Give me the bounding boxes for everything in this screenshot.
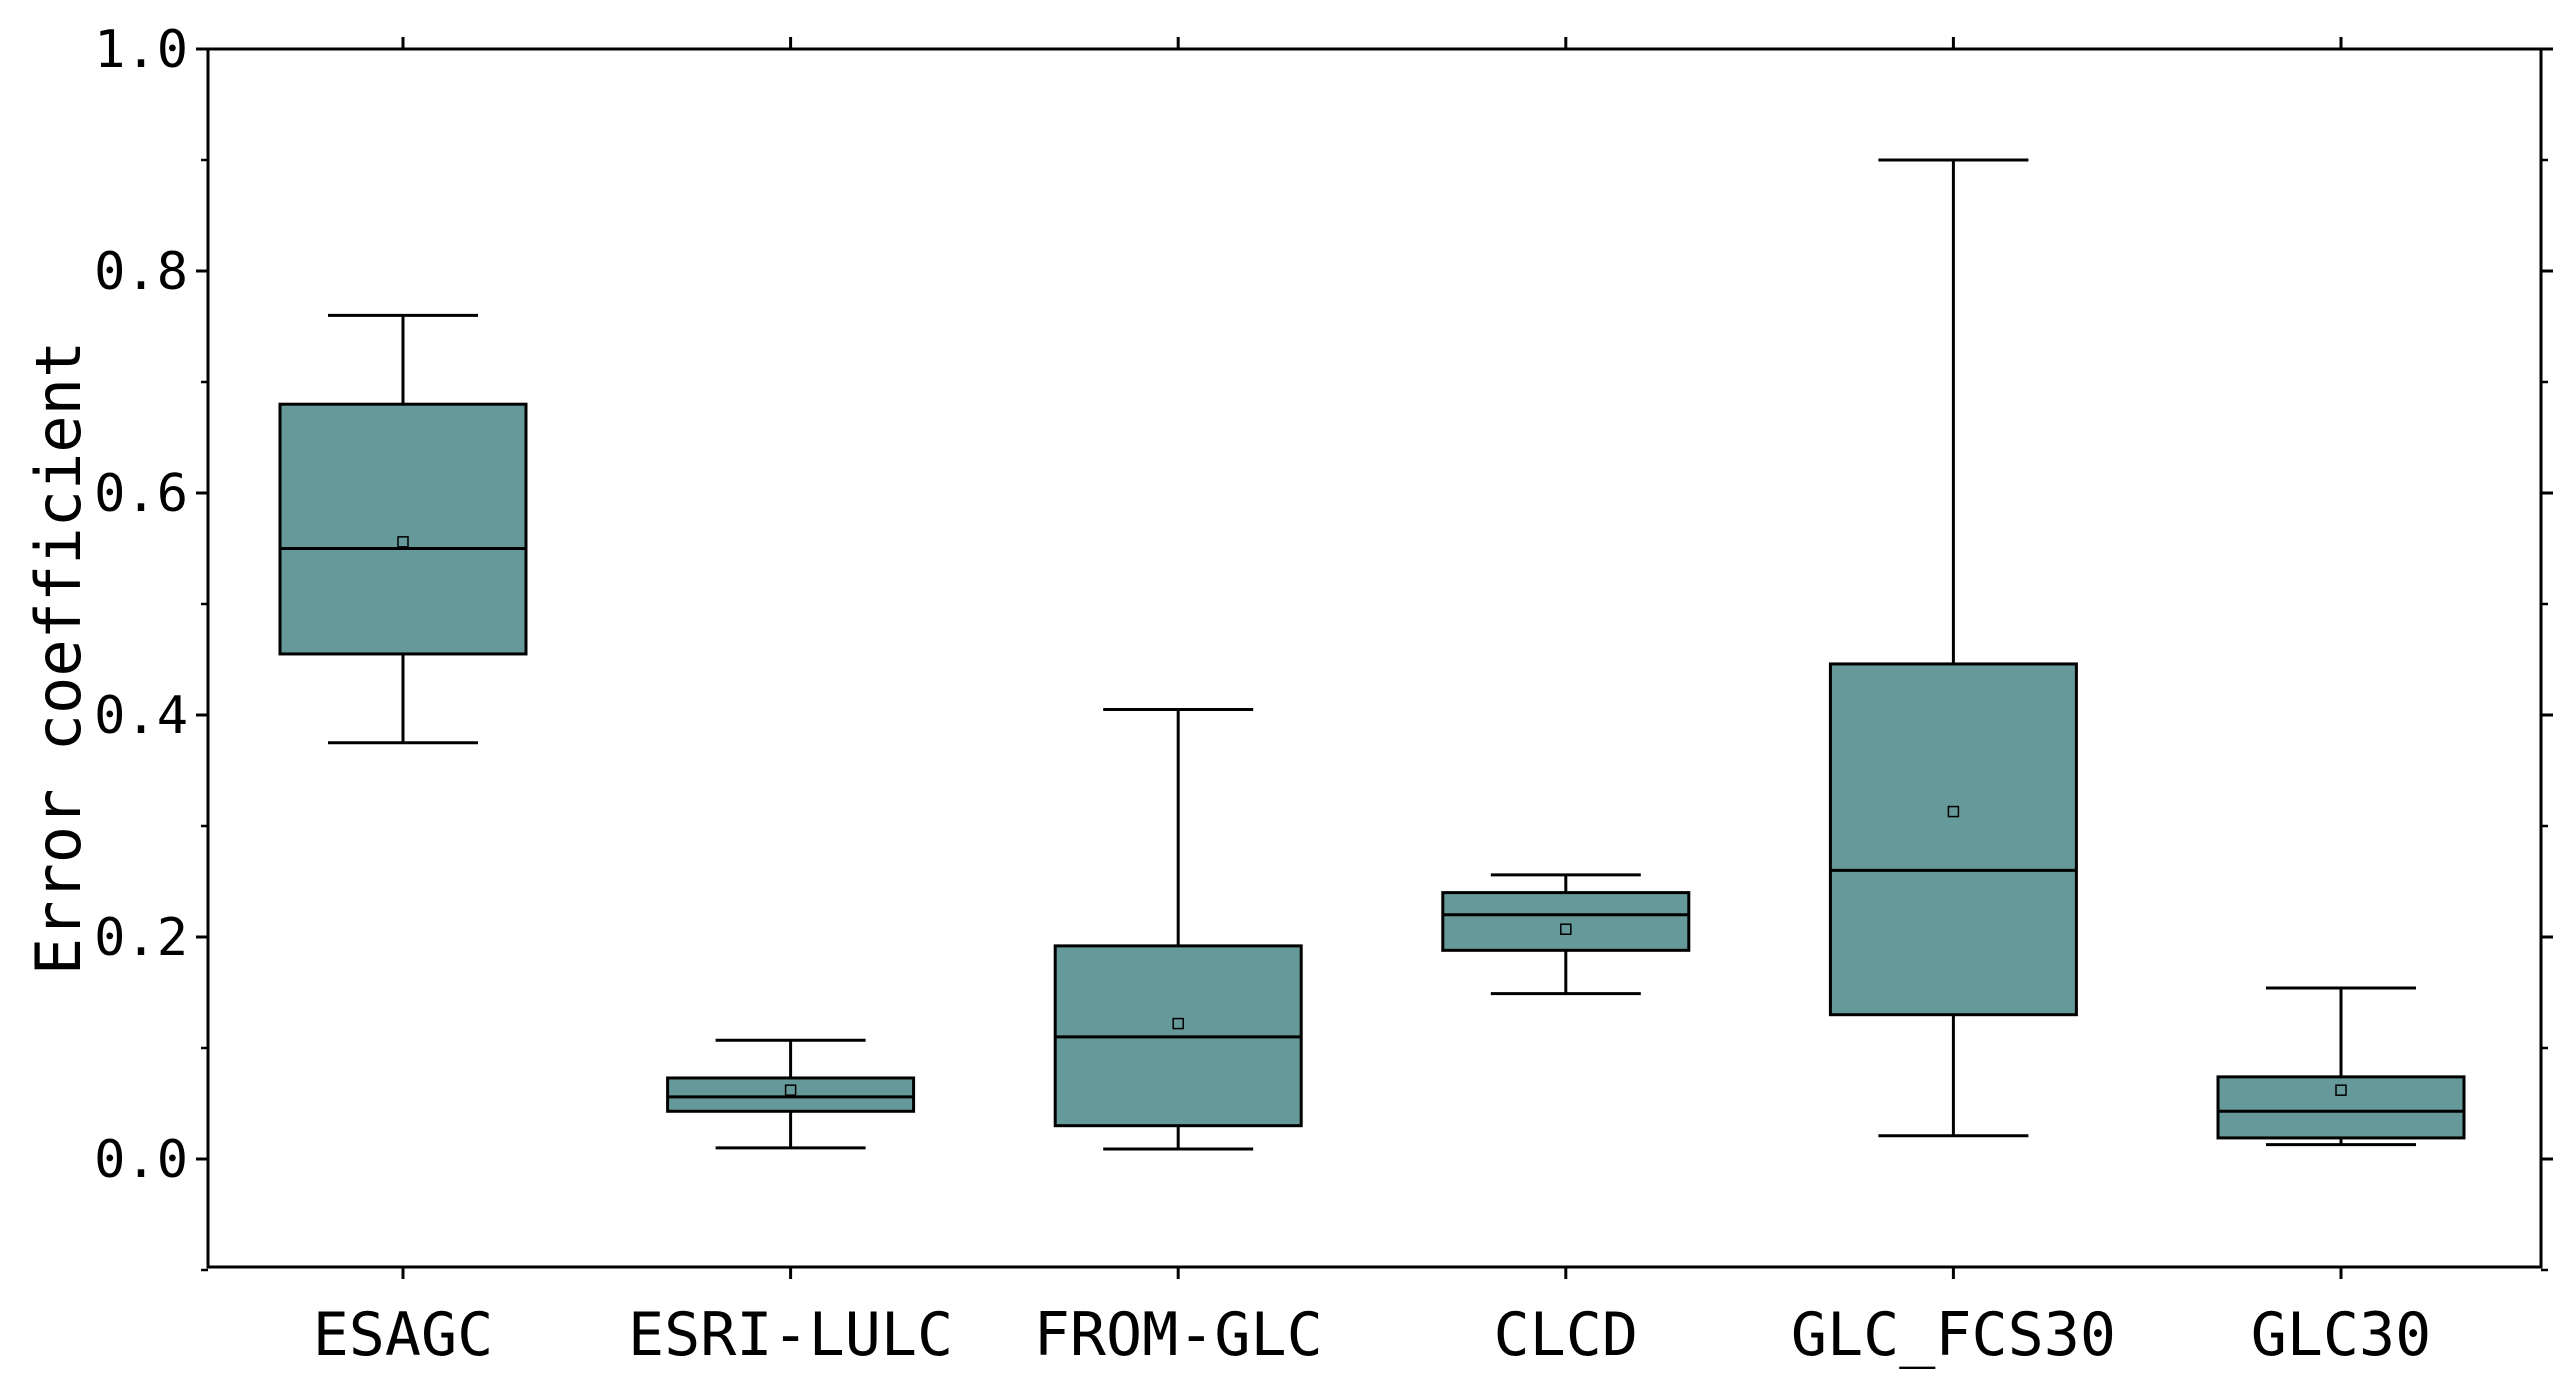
x-tick-label: GLC30 [2251, 1300, 2432, 1370]
box-esagc [278, 313, 528, 745]
y-tick-label: 0.6 [94, 464, 188, 524]
iqr-box [278, 402, 528, 656]
mean-marker [1947, 805, 1960, 818]
y-tick-label: 1.0 [94, 20, 188, 80]
iqr-box [2216, 1075, 2466, 1140]
y-tick-label: 0.0 [94, 1130, 188, 1190]
x-tick-label: CLCD [1494, 1300, 1639, 1370]
x-tick-label: FROM-GLC [1034, 1300, 1323, 1370]
x-tick-label: ESRI-LULC [628, 1300, 953, 1370]
y-tick-label: 0.4 [94, 686, 188, 746]
box-clcd [1441, 873, 1691, 996]
x-axis: ESAGC ESRI-LULC FROM-GLC CLCD GLC_FCS30 GLC30 [313, 37, 2432, 1370]
mean-marker [2335, 1084, 2347, 1096]
x-tick-label: ESAGC [313, 1300, 494, 1370]
mean-marker [1560, 923, 1572, 935]
y-axis: 0.0 0.2 0.4 0.6 0.8 1.0 [94, 20, 2553, 1272]
y-tick-label: 0.2 [94, 908, 188, 968]
iqr-box [1828, 662, 2078, 1017]
box-glc-fcs30 [1828, 158, 2078, 1138]
mean-marker [397, 536, 409, 548]
box-from-glc [1053, 707, 1303, 1151]
box-glc30 [2216, 986, 2466, 1147]
x-tick-label: GLC_FCS30 [1791, 1300, 2116, 1370]
boxes-layer [278, 158, 2466, 1151]
y-axis-label: Error coefficient [22, 341, 95, 976]
mean-marker [784, 1084, 797, 1096]
plot-frame [206, 47, 2543, 1269]
iqr-box [1441, 891, 1691, 952]
box-esri-lulc [666, 1038, 916, 1150]
mean-marker [1172, 1017, 1184, 1030]
y-tick-label: 0.8 [94, 242, 188, 302]
